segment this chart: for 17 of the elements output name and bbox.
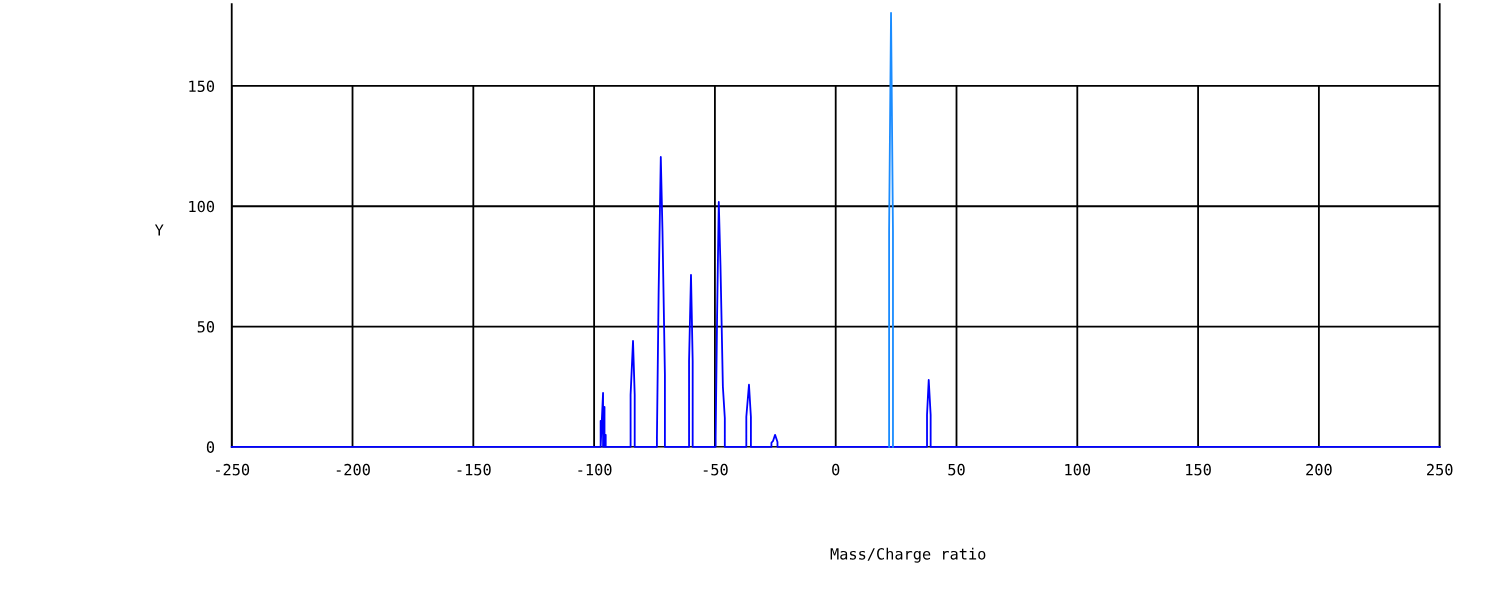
y-tick-label: 100 (189, 200, 215, 213)
y-axis-title: Y (154, 224, 164, 236)
x-tick-label: -250 (215, 463, 250, 476)
x-tick-label: 100 (1065, 463, 1091, 476)
y-tick-label: 0 (206, 441, 215, 453)
x-axis-title: Mass/Charge ratio (830, 547, 986, 563)
x-tick-label: 200 (1306, 463, 1332, 476)
x-tick-label: 0 (832, 463, 840, 476)
x-tick-label: -150 (457, 463, 491, 476)
y-tick-label: 50 (197, 321, 215, 333)
x-tick-label: -200 (336, 463, 370, 476)
x-tick-label: 250 (1427, 463, 1453, 476)
y-tick-label: 150 (189, 80, 215, 93)
x-tick-label: -50 (703, 463, 728, 476)
x-tick-label: 50 (948, 463, 965, 476)
x-tick-label: 150 (1186, 463, 1211, 476)
x-tick-label: -100 (578, 463, 612, 476)
